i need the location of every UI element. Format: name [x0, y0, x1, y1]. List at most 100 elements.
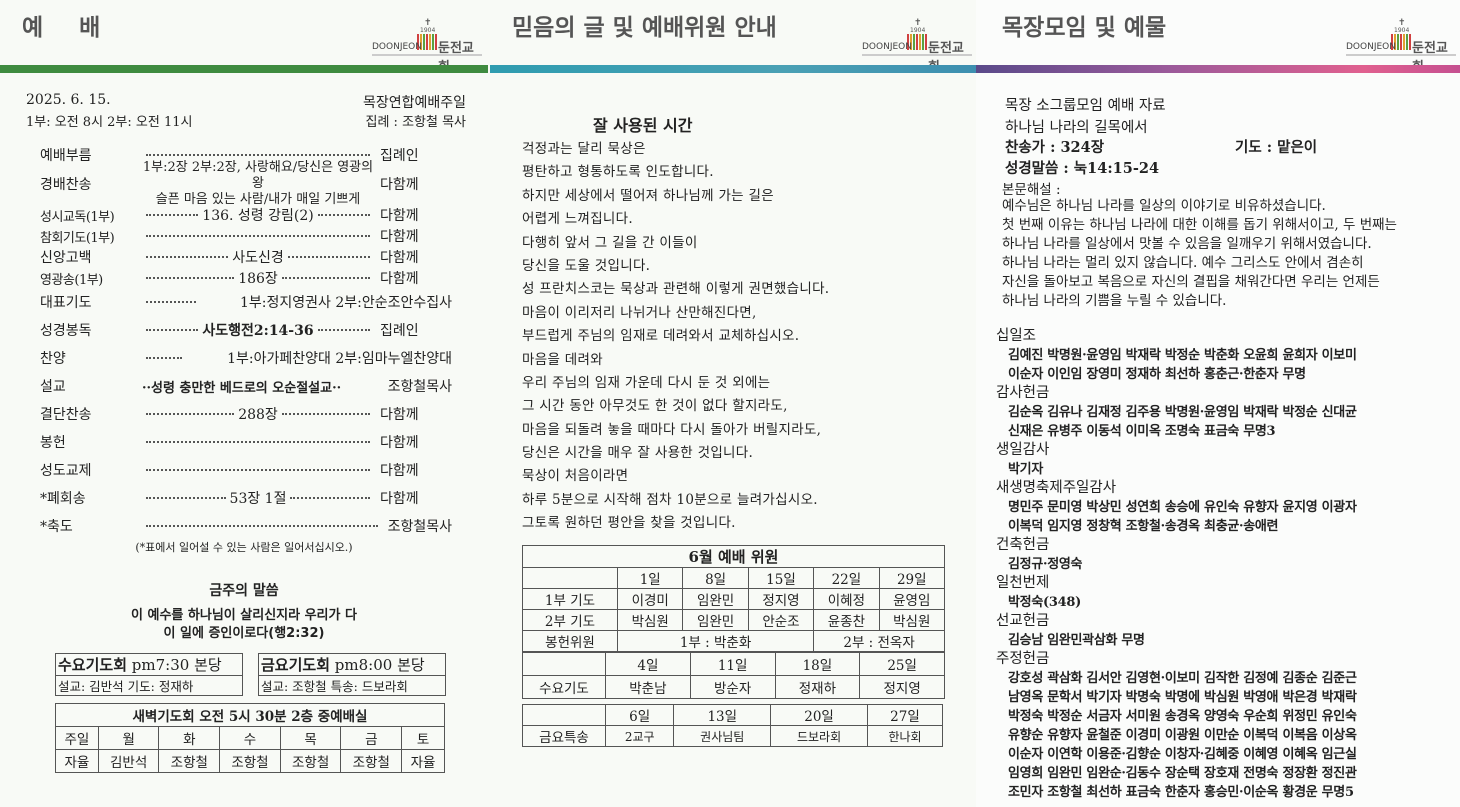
meditation-line: 평탄하고 형통하도록 인도합니다.	[522, 164, 714, 181]
group-hymn: 찬송가 : 324장	[1005, 139, 1105, 156]
order-row: 대표기도 1부:정지영권사 2부:안순조안수집사	[40, 295, 452, 311]
group-heading: 목장 소그룹모임 예배 자료	[1005, 98, 1166, 114]
dawn-day: 목	[279, 726, 342, 750]
church-logo: ✝1904DOONJEON둔전교회	[1346, 18, 1456, 75]
group-subtitle: 하나님 나라의 길목에서	[1005, 120, 1148, 136]
panel-title: 예 배	[22, 15, 115, 41]
server-name: 임완민	[682, 609, 749, 631]
offering-title: 새생명축제주일감사	[996, 480, 1117, 496]
order-row: 설교 ··성령 충만한 베드로의 오순절설교·· 조항철목사	[40, 379, 452, 396]
explanation-line: 예수님은 하나님 나라를 일상의 이야기로 비유하셨습니다.	[1002, 198, 1326, 214]
group-scripture: 성경말씀 : 눅14:15-24	[1005, 160, 1160, 177]
server-name: 박심원	[616, 609, 684, 631]
server-date: 15일	[747, 567, 815, 589]
service-date: 2025. 6. 15.	[26, 92, 111, 108]
server-date: 29일	[878, 567, 946, 589]
server-name: 정지영	[747, 588, 815, 610]
server-name: 윤영임	[878, 588, 946, 610]
fri-date: 27일	[866, 704, 944, 726]
offering-title: 십일조	[996, 328, 1037, 344]
dawn-leader: 조항철	[279, 749, 342, 773]
offering-title: 선교헌금	[996, 613, 1050, 629]
order-row: 신앙고백 사도신경 다함께	[40, 250, 419, 266]
server-name: 윤종찬	[813, 609, 880, 631]
offering-names: 조민자 조항철 최선하 표금숙 한춘자 홍승민·이순옥 황경운 무명5	[1008, 785, 1354, 800]
header-band	[0, 65, 488, 73]
offering-title: 감사헌금	[996, 385, 1050, 401]
offering-names: 명민주 문미영 박상민 성연희 송승에 유인숙 유향자 윤지영 이광자	[1008, 500, 1357, 515]
offering-section: 선교헌금 김승남 임완민곽삼화 무명	[996, 612, 1357, 650]
service-occasion: 목장연합예배주일	[362, 95, 466, 111]
wednesday-prayer-table: 4일 11일 18일 25일 수요기도 박춘남 방순자 정재하 정지영	[522, 652, 945, 699]
worship-panel: 예 배 ✝1904DOONJEON둔전교회 2025. 6. 15. 1부: 오…	[0, 0, 488, 807]
dawn-day: 화	[158, 726, 221, 750]
offering-section: 감사헌금 김순옥 김유나 김재정 김주용 박명원·윤영임 박재락 박정순 신대균 신…	[996, 384, 1357, 441]
meditation-line: 부드럽게 주님의 임재로 데려와서 교체하십시오.	[522, 328, 800, 345]
fri-name: 권사님팀	[673, 725, 772, 747]
offering-names: 이순자 이연학 이용준·김향순 이창자·김혜중 이혜영 이혜옥 임근실	[1008, 747, 1357, 762]
order-row: 성시교독(1부) 136. 성령 강림(2) 다함께	[40, 208, 419, 225]
dawn-day: 주일	[55, 726, 99, 750]
meditation-line: 마음이 이리저리 나뉘거나 산만해진다면,	[522, 304, 757, 321]
offering-names: 김예진 박명원·윤영임 박재락 박정순 박춘화 오윤희 윤희자 이보미	[1008, 348, 1357, 363]
order-row: 성도교제 다함께	[40, 463, 419, 479]
fri-date: 13일	[673, 704, 772, 726]
order-row: 참회기도(1부) 다함께	[40, 229, 419, 246]
friday-prayer-box: 금요기도회 pm8:00 본당 설교: 조항철 특송: 드보라회	[258, 653, 446, 696]
explanation-text: 예수님은 하나님 나라를 일상의 이야기로 비유하셨습니다. 첫 번째 이유는 하…	[1002, 197, 1397, 311]
group-prayer: 기도 : 맡은이	[1235, 139, 1318, 156]
offering-section: 십일조 김예진 박명원·윤영임 박재락 박정순 박춘화 오윤희 윤희자 이보미 이순…	[996, 327, 1357, 384]
offering-names: 강호성 곽삼화 김서안 김영현·이보미 김작한 김정예 김종순 김준근	[1008, 671, 1357, 686]
fri-name: 2교구	[604, 725, 675, 747]
fri-date: 20일	[770, 704, 868, 726]
offering-section: 주정헌금 강호성 곽삼화 김서안 김영현·이보미 김작한 김정예 김종순 김준근 남…	[996, 650, 1357, 802]
order-row: 결단찬송 288장 다함께	[40, 407, 419, 423]
wed-date: 18일	[774, 652, 861, 676]
explanation-line: 하나님 나라를 일상에서 맛볼 수 있음을 일깨우기 위해서였습니다.	[1002, 236, 1372, 252]
meditation-text: 걱정과는 달리 묵상은 평탄하고 형통하도록 인도합니다. 하지만 세상에서 떨어져…	[522, 137, 829, 535]
offering-names: 이복덕 임지영 정창혁 조항철·송경옥 최충균·송애련	[1008, 519, 1279, 534]
offering-title: 일천번제	[996, 575, 1050, 591]
wed-name: 정재하	[774, 675, 861, 699]
explanation-label: 본문해설 :	[1002, 182, 1061, 198]
server-name: 이경미	[616, 588, 684, 610]
meditation-line: 마음을 데려와	[522, 351, 603, 368]
fri-date: 6일	[604, 704, 675, 726]
server-date: 22일	[813, 567, 880, 589]
offering-names: 임영희 임완민 임완순·김동수 장순택 장호재 전명숙 정장환 정진관	[1008, 766, 1357, 781]
server-date: 8일	[682, 567, 749, 589]
offering-title: 건축헌금	[996, 537, 1050, 553]
church-logo: ✝1904DOONJEON둔전교회	[372, 18, 482, 75]
church-logo: ✝1904DOONJEON둔전교회	[862, 18, 972, 75]
explanation-line: 하나님 나라의 기쁨을 누릴 수 있습니다.	[1002, 293, 1227, 309]
meditation-panel: 믿음의 글 및 예배위원 안내 ✝1904DOONJEON둔전교회 잘 사용된 …	[490, 0, 976, 807]
meditation-heading: 잘 사용된 시간	[593, 116, 693, 135]
standing-note: (*표에서 일어설 수 있는 사람은 일어서십시오.)	[135, 541, 353, 554]
order-row: 영광송(1부) 186장 다함께	[40, 271, 419, 288]
meditation-line: 하지만 세상에서 떨어져 하나님께 가는 길은	[522, 187, 774, 204]
meditation-line: 어렵게 느껴집니다.	[522, 211, 633, 228]
order-row: 예배부름 집례인	[40, 148, 419, 164]
meditation-line: 그토록 원하던 평안을 찾을 것입니다.	[522, 515, 736, 532]
order-row: *축도 조항철목사	[40, 519, 452, 535]
offering-names: 박정숙(348)	[1008, 595, 1081, 610]
wed-date: 4일	[605, 652, 691, 676]
dawn-leader: 조항철	[340, 749, 403, 773]
wed-date: 25일	[859, 652, 945, 676]
meditation-line: 성 프란치스코는 묵상과 관련해 이렇게 권면했습니다.	[522, 281, 830, 298]
wed-name: 정지영	[859, 675, 945, 699]
offering-section: 건축헌금 김정규·정영숙	[996, 536, 1357, 574]
service-officiant: 집례 : 조항철 목사	[365, 115, 467, 130]
explanation-line: 자신을 돌아보고 복음으로 자신의 결핍을 채워간다면 우리는 언제든	[1002, 274, 1380, 290]
meditation-line: 하루 5분으로 시작해 점차 10분으로 늘려가십시오.	[522, 491, 818, 508]
server-date: 1일	[616, 567, 684, 589]
header-band	[490, 65, 976, 73]
server-name: 임완민	[682, 588, 749, 610]
dawn-day: 월	[97, 726, 160, 750]
verse-title: 금주의 말씀	[209, 583, 279, 599]
dawn-leader: 자율	[401, 749, 445, 773]
server-name: 이혜정	[813, 588, 880, 610]
